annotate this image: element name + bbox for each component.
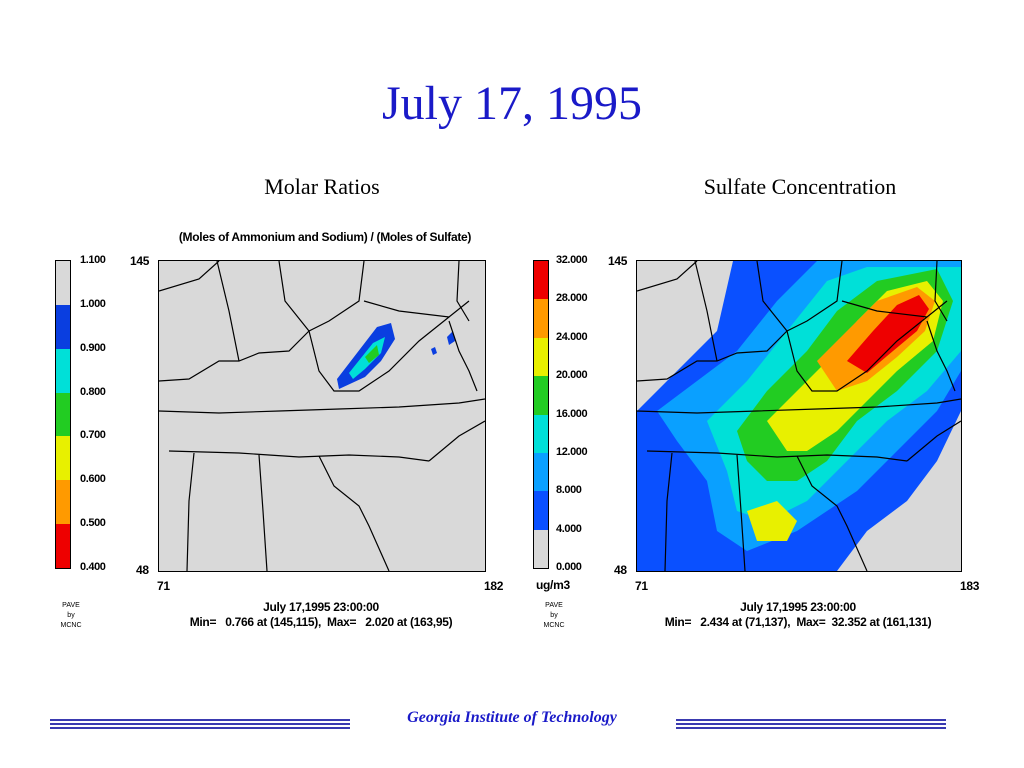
molar-ratio-colorbar-segment: [56, 480, 70, 525]
sulfate-patch-south: [747, 501, 797, 541]
sulfate-unit-label: ug/m3: [536, 578, 570, 592]
left-credit-line-2: by: [67, 612, 75, 619]
sulfate-colorbar-label: 0.000: [556, 561, 582, 573]
left-credit: PAVE by MCNC: [51, 601, 91, 631]
sulfate-map: [636, 260, 962, 572]
ratio-region-green: [365, 345, 379, 363]
molar-ratio-colorbar-label: 1.100: [80, 254, 106, 266]
sulfate-colorbar-label: 12.000: [556, 445, 588, 458]
molar-ratio-colorbar-label: 1.000: [80, 297, 106, 310]
sulfate-colorbar-label: 8.000: [556, 484, 582, 497]
sulfate-colorbar-segment: [534, 337, 548, 377]
sulfate-colorbar-segment: [534, 491, 548, 530]
sulfate-colorbar-label: 28.000: [556, 292, 588, 305]
right-credit: PAVE by MCNC: [534, 601, 574, 631]
sulfate-colorbar-label: 16.000: [556, 407, 588, 420]
sulfate-colorbar-label: 4.000: [556, 522, 582, 535]
molar-ratio-colorbar-label: 0.900: [80, 341, 106, 354]
molar-ratios-title: Molar Ratios: [264, 174, 380, 199]
sulfate-colorbar-segment: [534, 261, 548, 300]
left-x-right-label: 182: [484, 579, 504, 593]
state-boundaries: [159, 261, 485, 571]
left-timestamp: July 17,1995 23:00:00: [263, 600, 379, 614]
molar-ratio-colorbar-label: 0.800: [80, 385, 106, 398]
right-minmax: Min= 2.434 at (71,137), Max= 32.352 at (…: [664, 615, 932, 629]
right-x-left-label: 71: [635, 579, 648, 593]
sulfate-colorbar-label: 24.000: [556, 330, 588, 343]
sulfate-colorbar-segment: [534, 414, 548, 453]
molar-ratio-colorbar-segment: [56, 392, 70, 437]
sulfate-colorbar-label: 32.000: [556, 254, 588, 266]
left-credit-line-3: MCNC: [60, 622, 82, 629]
left-y-top-label: 145: [130, 254, 150, 268]
state-boundaries: [637, 261, 961, 571]
sulfate-colorbar-segment: [534, 452, 548, 492]
right-credit-line-2: by: [550, 612, 558, 619]
footer-rule-left: [50, 719, 350, 730]
left-minmax: Min= 0.766 at (145,115), Max= 2.020 at (…: [189, 615, 453, 629]
molar-ratio-colorbar-label: 0.400: [80, 561, 106, 573]
sulfate-colorbar-segment: [534, 529, 548, 568]
molar-ratio-colorbar-segment: [56, 261, 70, 305]
right-timestamp: July 17,1995 23:00:00: [740, 600, 856, 614]
sulfate-colorbar-label: 20.000: [556, 369, 588, 382]
sulfate-concentration-title: Sulfate Concentration: [703, 174, 897, 199]
footer-rule-right: [676, 719, 946, 730]
molar-ratio-colorbar-label: 0.700: [80, 429, 106, 442]
molar-ratio-map: [158, 260, 486, 572]
sulfate-colorbar-segment: [534, 376, 548, 415]
sulfate-colorbar-segment: [534, 299, 548, 338]
left-y-bottom-label: 48: [136, 563, 149, 577]
sulfate-map-canvas: [637, 261, 961, 571]
left-credit-line-1: PAVE: [62, 602, 80, 609]
molar-ratio-map-canvas: [159, 261, 485, 571]
molar-ratio-colorbar-segment: [56, 524, 70, 568]
molar-ratio-colorbar-label: 0.600: [80, 473, 106, 486]
left-x-left-label: 71: [157, 579, 170, 593]
molar-ratio-colorbar-segment: [56, 348, 70, 393]
right-y-top-label: 145: [608, 254, 628, 268]
right-credit-line-1: PAVE: [545, 602, 563, 609]
ratio-region-blue-dot: [431, 347, 437, 355]
molar-ratio-colorbar-label: 0.500: [80, 517, 106, 530]
footer-institution: Georgia Institute of Technology: [407, 709, 617, 726]
slide-title: July 17, 1995: [381, 77, 642, 130]
molar-ratios-subtitle: (Moles of Ammonium and Sodium) / (Moles …: [178, 230, 472, 244]
map-background: [159, 261, 485, 571]
right-y-bottom-label: 48: [614, 563, 627, 577]
molar-ratio-colorbar-segment: [56, 304, 70, 349]
sulfate-colorbar: [533, 260, 549, 569]
right-x-right-label: 183: [960, 579, 980, 593]
molar-ratio-colorbar: [55, 260, 71, 569]
molar-ratio-colorbar-segment: [56, 436, 70, 481]
right-credit-line-3: MCNC: [543, 622, 565, 629]
